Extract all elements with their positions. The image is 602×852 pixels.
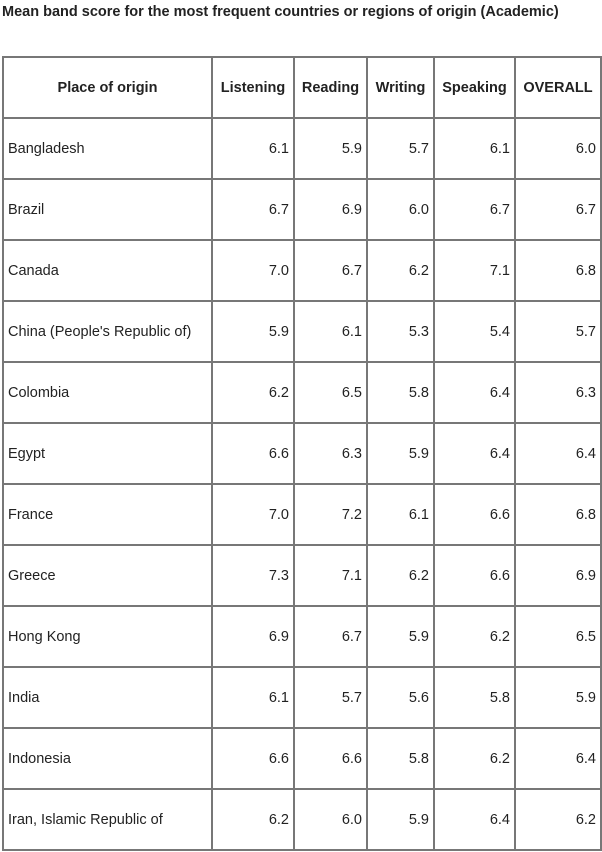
- header-row: Place of origin Listening Reading Writin…: [4, 58, 602, 119]
- place-cell: Indonesia: [4, 729, 213, 790]
- place-cell: Canada: [4, 241, 213, 302]
- reading-score-cell: 6.7: [295, 607, 368, 668]
- speaking-score-cell: 5.4: [435, 302, 516, 363]
- listening-score-cell: 7.0: [213, 485, 295, 546]
- table-row: Greece 7.3 7.1 6.2 6.6 6.9: [4, 546, 602, 607]
- reading-score-cell: 6.7: [295, 241, 368, 302]
- listening-score-cell: 6.2: [213, 790, 295, 851]
- table-row: Canada 7.0 6.7 6.2 7.1 6.8: [4, 241, 602, 302]
- writing-score-cell: 5.9: [368, 790, 435, 851]
- place-cell: Bangladesh: [4, 119, 213, 180]
- place-cell: India: [4, 668, 213, 729]
- place-cell: Brazil: [4, 180, 213, 241]
- overall-score-cell: 6.8: [516, 485, 602, 546]
- writing-score-cell: 5.7: [368, 119, 435, 180]
- table-row: France 7.0 7.2 6.1 6.6 6.8: [4, 485, 602, 546]
- place-cell: Hong Kong: [4, 607, 213, 668]
- listening-score-cell: 6.6: [213, 424, 295, 485]
- page-title: Mean band score for the most frequent co…: [2, 4, 559, 20]
- column-header-speaking: Speaking: [435, 58, 516, 119]
- writing-score-cell: 6.2: [368, 241, 435, 302]
- table-row: India 6.1 5.7 5.6 5.8 5.9: [4, 668, 602, 729]
- column-header-overall: OVERALL: [516, 58, 602, 119]
- reading-score-cell: 5.9: [295, 119, 368, 180]
- speaking-score-cell: 5.8: [435, 668, 516, 729]
- listening-score-cell: 7.0: [213, 241, 295, 302]
- writing-score-cell: 6.2: [368, 546, 435, 607]
- overall-score-cell: 6.3: [516, 363, 602, 424]
- listening-score-cell: 6.9: [213, 607, 295, 668]
- reading-score-cell: 6.1: [295, 302, 368, 363]
- listening-score-cell: 7.3: [213, 546, 295, 607]
- overall-score-cell: 6.4: [516, 424, 602, 485]
- scores-table: Place of origin Listening Reading Writin…: [2, 56, 602, 851]
- writing-score-cell: 5.6: [368, 668, 435, 729]
- writing-score-cell: 5.9: [368, 607, 435, 668]
- writing-score-cell: 5.9: [368, 424, 435, 485]
- reading-score-cell: 6.0: [295, 790, 368, 851]
- reading-score-cell: 7.2: [295, 485, 368, 546]
- overall-score-cell: 6.5: [516, 607, 602, 668]
- reading-score-cell: 6.3: [295, 424, 368, 485]
- speaking-score-cell: 6.2: [435, 607, 516, 668]
- listening-score-cell: 6.7: [213, 180, 295, 241]
- table-row: Brazil 6.7 6.9 6.0 6.7 6.7: [4, 180, 602, 241]
- table-row: Indonesia 6.6 6.6 5.8 6.2 6.4: [4, 729, 602, 790]
- table-row: Hong Kong 6.9 6.7 5.9 6.2 6.5: [4, 607, 602, 668]
- table-row: Iran, Islamic Republic of 6.2 6.0 5.9 6.4 6.2: [4, 790, 602, 851]
- writing-score-cell: 5.8: [368, 363, 435, 424]
- speaking-score-cell: 6.4: [435, 790, 516, 851]
- overall-score-cell: 6.4: [516, 729, 602, 790]
- reading-score-cell: 6.6: [295, 729, 368, 790]
- overall-score-cell: 6.0: [516, 119, 602, 180]
- overall-score-cell: 6.2: [516, 790, 602, 851]
- reading-score-cell: 5.7: [295, 668, 368, 729]
- table-row: Egypt 6.6 6.3 5.9 6.4 6.4: [4, 424, 602, 485]
- table-body: Bangladesh 6.1 5.9 5.7 6.1 6.0 Brazil 6.7 6.9 6.0…: [4, 119, 602, 851]
- writing-score-cell: 5.8: [368, 729, 435, 790]
- overall-score-cell: 6.8: [516, 241, 602, 302]
- table-row: Colombia 6.2 6.5 5.8 6.4 6.3: [4, 363, 602, 424]
- place-cell: France: [4, 485, 213, 546]
- column-header-reading: Reading: [295, 58, 368, 119]
- speaking-score-cell: 6.7: [435, 180, 516, 241]
- overall-score-cell: 6.7: [516, 180, 602, 241]
- speaking-score-cell: 6.6: [435, 485, 516, 546]
- overall-score-cell: 5.7: [516, 302, 602, 363]
- speaking-score-cell: 6.4: [435, 424, 516, 485]
- column-header-place: Place of origin: [4, 58, 213, 119]
- listening-score-cell: 6.6: [213, 729, 295, 790]
- column-header-writing: Writing: [368, 58, 435, 119]
- listening-score-cell: 5.9: [213, 302, 295, 363]
- overall-score-cell: 5.9: [516, 668, 602, 729]
- table-row: Bangladesh 6.1 5.9 5.7 6.1 6.0: [4, 119, 602, 180]
- speaking-score-cell: 6.6: [435, 546, 516, 607]
- listening-score-cell: 6.1: [213, 668, 295, 729]
- reading-score-cell: 6.5: [295, 363, 368, 424]
- place-cell: Colombia: [4, 363, 213, 424]
- table-row: China (People's Republic of) 5.9 6.1 5.3 5.4…: [4, 302, 602, 363]
- writing-score-cell: 5.3: [368, 302, 435, 363]
- writing-score-cell: 6.0: [368, 180, 435, 241]
- reading-score-cell: 6.9: [295, 180, 368, 241]
- speaking-score-cell: 7.1: [435, 241, 516, 302]
- speaking-score-cell: 6.2: [435, 729, 516, 790]
- place-cell: Iran, Islamic Republic of: [4, 790, 213, 851]
- overall-score-cell: 6.9: [516, 546, 602, 607]
- place-cell: Egypt: [4, 424, 213, 485]
- listening-score-cell: 6.1: [213, 119, 295, 180]
- speaking-score-cell: 6.1: [435, 119, 516, 180]
- listening-score-cell: 6.2: [213, 363, 295, 424]
- reading-score-cell: 7.1: [295, 546, 368, 607]
- place-cell: Greece: [4, 546, 213, 607]
- column-header-listening: Listening: [213, 58, 295, 119]
- writing-score-cell: 6.1: [368, 485, 435, 546]
- place-cell: China (People's Republic of): [4, 302, 213, 363]
- speaking-score-cell: 6.4: [435, 363, 516, 424]
